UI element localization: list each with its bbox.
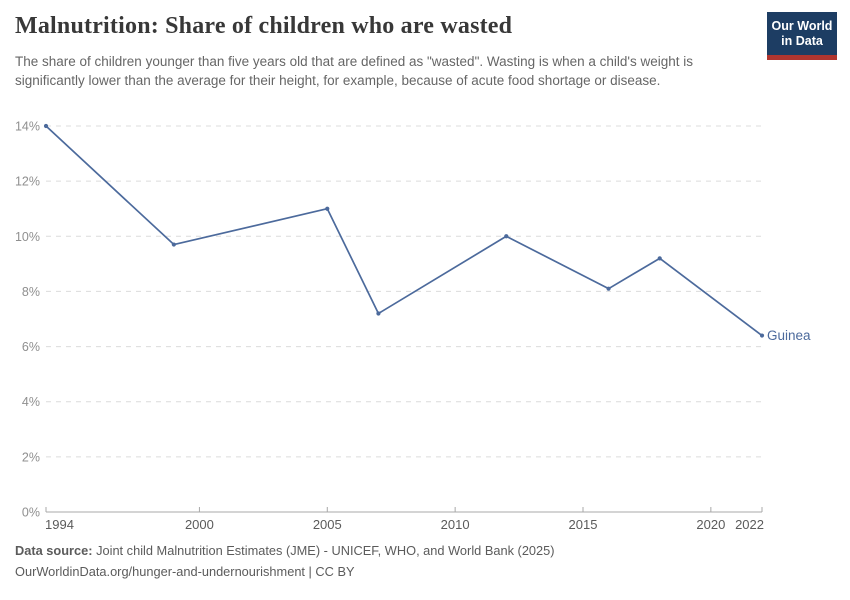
series-label: Guinea (767, 327, 811, 343)
data-source-text: Joint child Malnutrition Estimates (JME)… (92, 543, 555, 558)
gridlines (46, 125, 762, 458)
svg-text:2020: 2020 (696, 517, 725, 532)
x-axis-labels: 1994 2000 2005 2010 2015 2020 2022 (45, 517, 764, 532)
svg-text:4%: 4% (22, 395, 40, 409)
svg-text:6%: 6% (22, 340, 40, 354)
logo-line-1: Our World (771, 19, 833, 33)
series-line-guinea[interactable] (43, 123, 765, 338)
svg-text:0%: 0% (22, 506, 40, 520)
data-source-label: Data source: (15, 543, 93, 558)
page-title: Malnutrition: Share of children who are … (15, 13, 513, 39)
svg-text:10%: 10% (15, 230, 40, 244)
svg-text:1994: 1994 (45, 517, 74, 532)
chart-canvas[interactable]: 0% 2% 4% 6% 8% 10% 12% 14% 1994 2000 2005 2010 2015… (0, 110, 850, 542)
owid-logo: Our World in Data (767, 12, 837, 60)
logo-line-2: in Data (781, 34, 823, 48)
svg-text:2%: 2% (22, 450, 40, 464)
svg-text:12%: 12% (15, 175, 40, 189)
svg-text:2000: 2000 (185, 517, 214, 532)
line-chart[interactable]: 0% 2% 4% 6% 8% 10% 12% 14% 1994 2000 2005 2010 2015… (0, 110, 850, 542)
data-source-line: Data source: Joint child Malnutrition Es… (15, 540, 555, 561)
x-axis (45, 507, 763, 513)
attribution: OurWorldinData.org/hunger-and-undernouri… (15, 564, 355, 579)
svg-text:2022: 2022 (735, 517, 764, 532)
svg-text:2010: 2010 (441, 517, 470, 532)
chart-subtitle: The share of children younger than five … (15, 54, 694, 89)
svg-text:14%: 14% (15, 120, 40, 134)
svg-text:2005: 2005 (313, 517, 342, 532)
svg-text:2015: 2015 (569, 517, 598, 532)
y-axis-labels: 0% 2% 4% 6% 8% 10% 12% 14% (15, 120, 40, 520)
chart-footer: Data source: Joint child Malnutrition Es… (15, 540, 555, 582)
svg-text:8%: 8% (22, 285, 40, 299)
